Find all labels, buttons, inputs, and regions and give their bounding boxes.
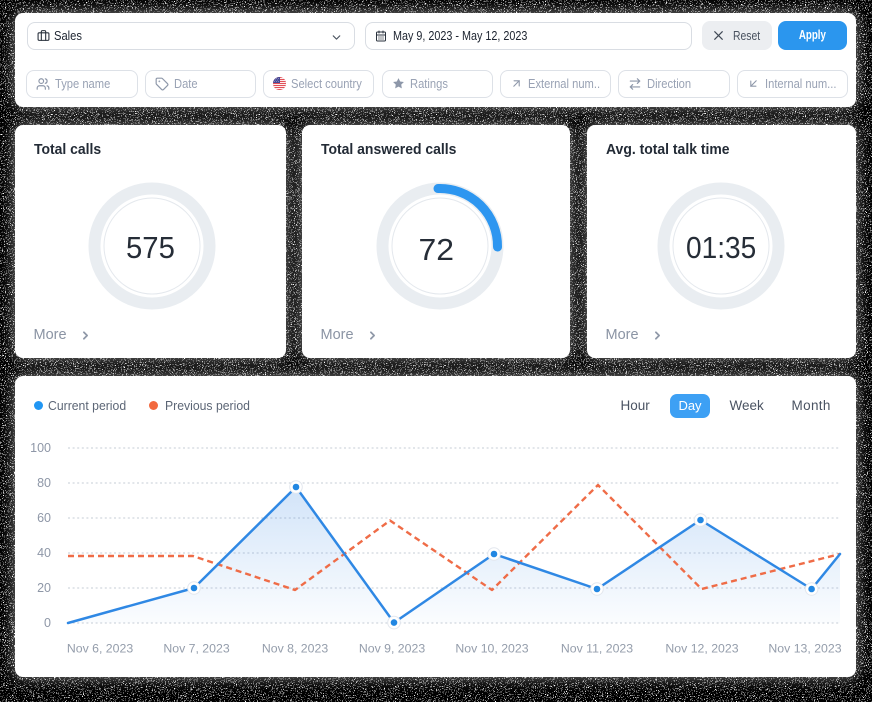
svg-text:Nov 13, 2023: Nov 13, 2023: [768, 642, 841, 656]
svg-text:20: 20: [37, 581, 51, 595]
svg-text:Nov 8, 2023: Nov 8, 2023: [262, 642, 328, 656]
svg-text:Nov 7, 2023: Nov 7, 2023: [163, 642, 229, 656]
svg-text:Nov 6, 2023: Nov 6, 2023: [67, 642, 133, 656]
svg-text:Nov 9, 2023: Nov 9, 2023: [359, 642, 425, 656]
svg-text:40: 40: [37, 546, 51, 560]
svg-text:80: 80: [37, 476, 51, 490]
svg-text:Nov 11, 2023: Nov 11, 2023: [561, 642, 633, 656]
svg-text:60: 60: [37, 511, 51, 525]
svg-text:Nov 12, 2023: Nov 12, 2023: [665, 642, 738, 656]
svg-text:0: 0: [44, 616, 51, 630]
svg-text:Nov 10, 2023: Nov 10, 2023: [455, 642, 528, 656]
svg-text:100: 100: [30, 441, 51, 455]
